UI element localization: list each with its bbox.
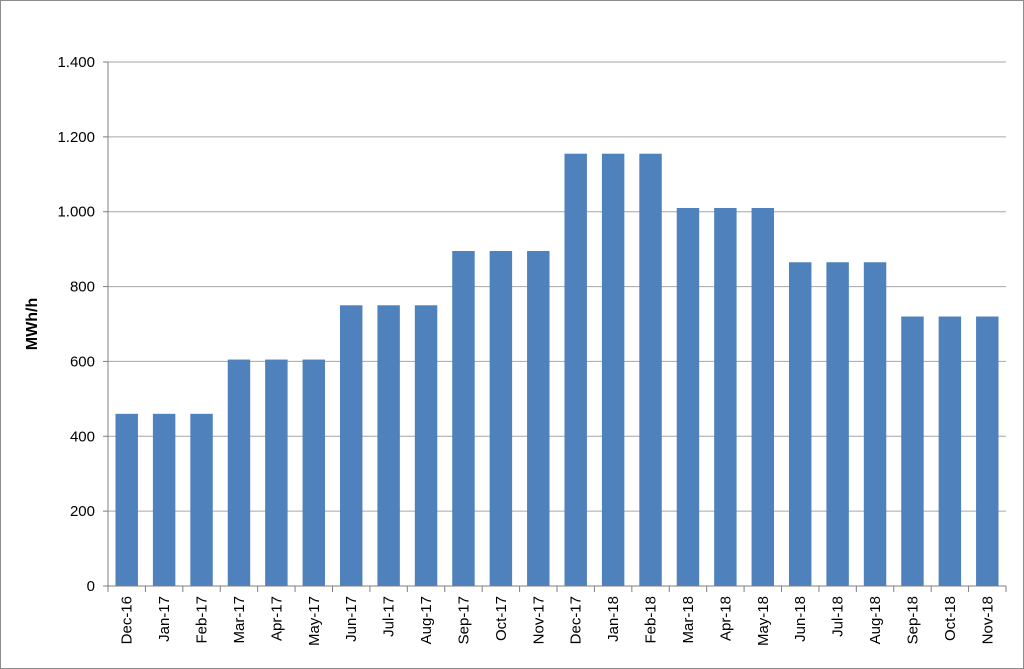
bar [976, 316, 999, 586]
y-tick-label: 1.000 [57, 204, 95, 221]
y-tick-label: 600 [70, 353, 95, 370]
y-tick-label: 1.400 [57, 54, 95, 71]
bar [751, 207, 775, 586]
x-tick-label: Feb-17 [194, 596, 211, 644]
bar [227, 359, 251, 586]
y-axis-title: MWh/h [24, 298, 41, 350]
x-tick-label: Aug-18 [867, 596, 884, 644]
gridlines [108, 61, 1006, 512]
bar [414, 305, 438, 586]
bar [377, 305, 400, 586]
bar [639, 153, 662, 586]
x-tick-label: Feb-18 [643, 596, 660, 644]
x-tick-label: Jul-18 [830, 596, 847, 637]
x-tick-label: Dec-16 [119, 596, 136, 644]
x-tick-labels: Dec-16 Jan-17 Feb-17 Mar-17 Apr-17 May-17 Jun-… [119, 596, 997, 646]
x-tick-label: May-18 [755, 596, 772, 646]
x-tick-label: Jun-17 [343, 596, 360, 642]
x-tick-label: Apr-17 [268, 596, 285, 641]
x-tick-label: Oct-17 [493, 596, 510, 641]
bar [452, 251, 475, 586]
x-tick-label: Apr-18 [717, 596, 734, 641]
x-tick-label: Sep-18 [904, 596, 921, 644]
x-tick-label: Jan-18 [605, 596, 622, 642]
bar [489, 251, 513, 586]
bar [863, 262, 887, 586]
x-tick-label: Mar-18 [680, 596, 697, 644]
bar [339, 305, 363, 586]
x-tick-label: Oct-18 [942, 596, 959, 641]
y-tick-label: 400 [70, 428, 95, 445]
bar [190, 413, 213, 586]
bar [527, 251, 550, 586]
bar [265, 359, 288, 586]
x-tick-label: Jun-18 [792, 596, 809, 642]
x-tick-label: May-17 [306, 596, 323, 646]
x-tick-label: Jul-17 [381, 596, 398, 637]
y-tick-label: 200 [70, 503, 95, 520]
bar [788, 262, 812, 586]
x-tick-label: Nov-18 [979, 596, 996, 644]
bar [714, 207, 737, 586]
y-tick-label: 800 [70, 279, 95, 296]
bar [938, 316, 962, 586]
x-tick-label: Jan-17 [156, 596, 173, 642]
axes [103, 61, 1007, 592]
x-tick-label: Mar-17 [231, 596, 248, 644]
x-tick-label: Sep-17 [455, 596, 472, 644]
bar [826, 262, 849, 586]
bar [676, 207, 700, 586]
bar [152, 413, 176, 586]
bar [564, 153, 587, 586]
bars [115, 153, 999, 586]
y-tick-label: 1.200 [57, 129, 95, 146]
x-tick-label: Nov-17 [530, 596, 547, 644]
bar [601, 153, 625, 586]
bar [302, 359, 326, 586]
x-tick-label: Aug-17 [418, 596, 435, 644]
y-tick-label: 0 [87, 578, 95, 595]
bar [115, 413, 138, 586]
x-tick-label: Dec-17 [568, 596, 585, 644]
y-tick-labels: 0 200 400 600 800 1.000 1.200 1.400 [57, 54, 95, 595]
bar [901, 316, 924, 586]
